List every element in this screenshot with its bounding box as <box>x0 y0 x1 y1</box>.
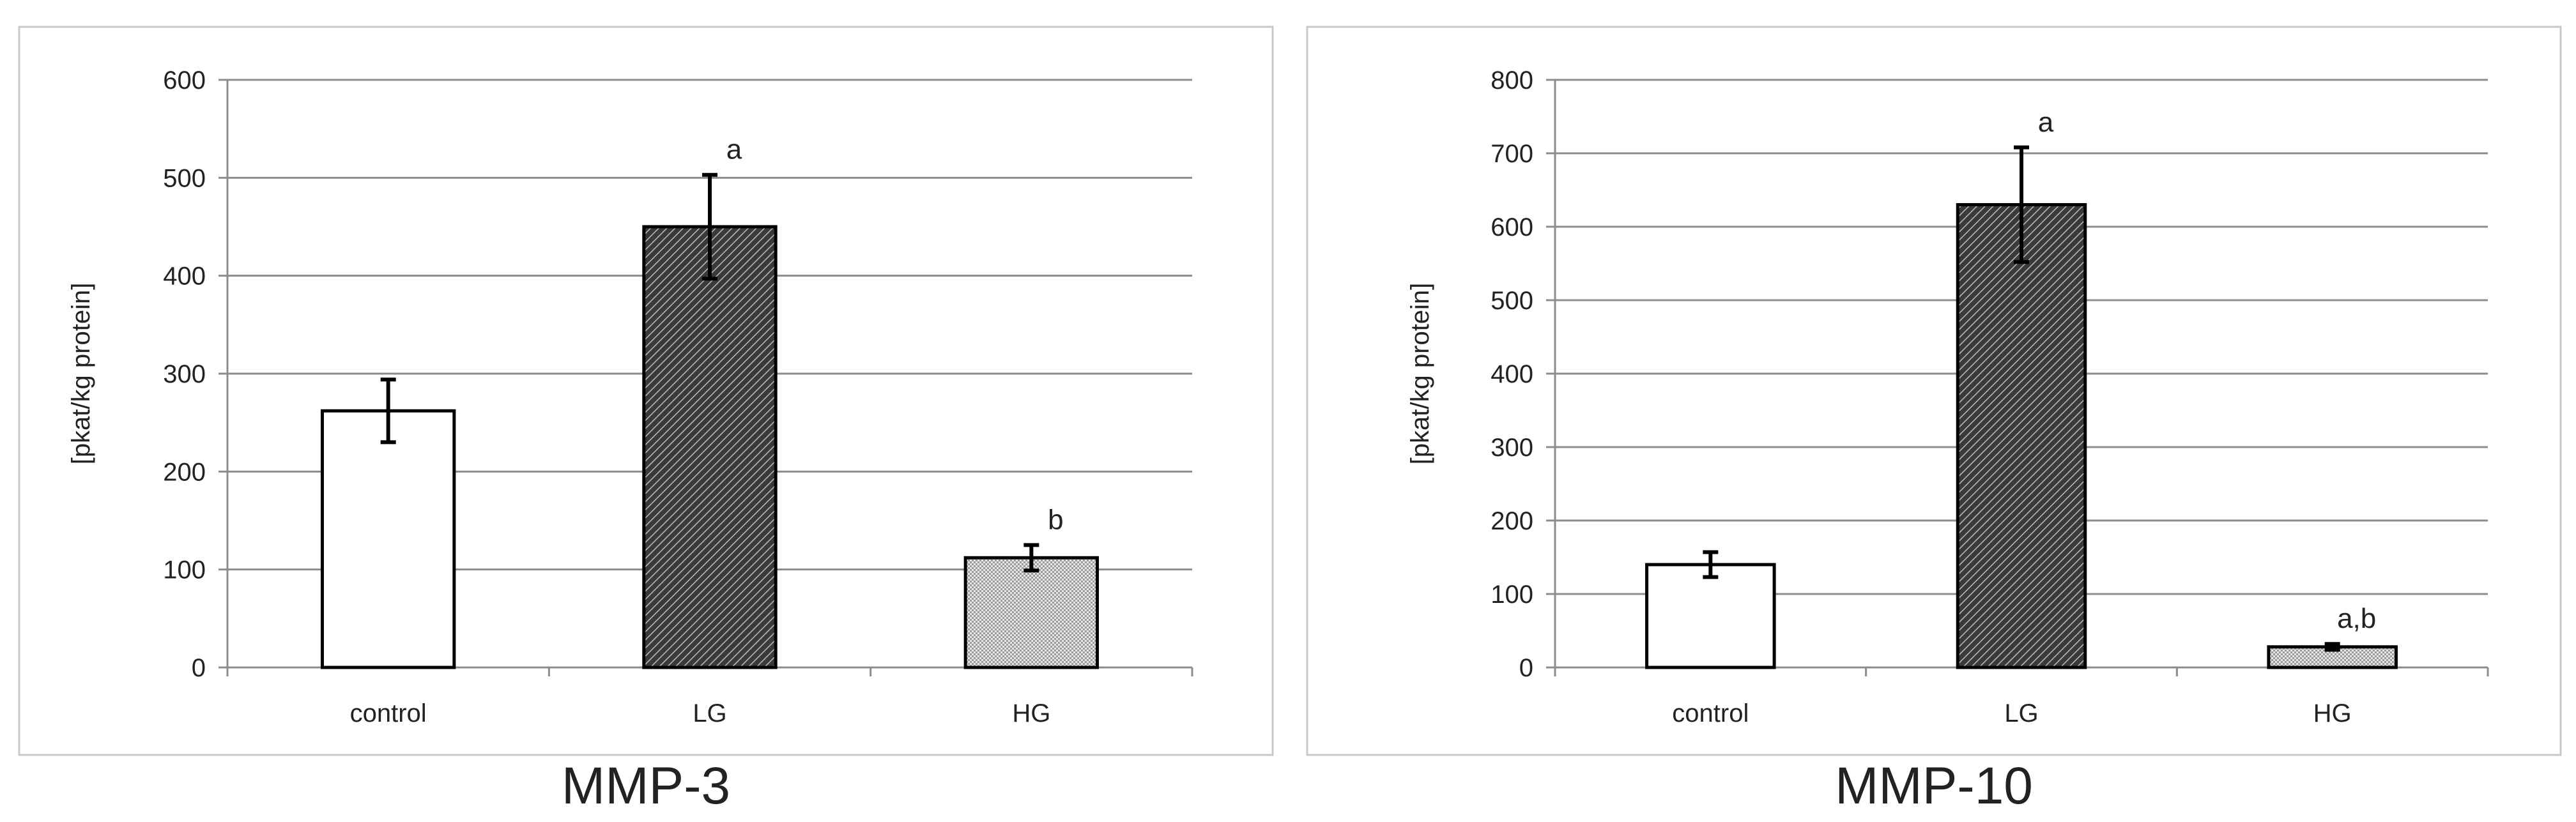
y-tick-label: 0 <box>192 654 206 682</box>
significance-label: a <box>726 134 742 165</box>
bar-HG <box>963 556 1100 669</box>
mmp3-panel: 0 100 200 300 400 500 600 [pkat/kg protein] cont… <box>0 0 1288 819</box>
mmp10-panel: 0 100 200 300 400 500 600 700 800 [pkat/kg protei… <box>1288 0 2576 819</box>
x-tick-label: HG <box>2313 699 2352 727</box>
bar-LG <box>1956 203 2087 669</box>
x-tick-label: control <box>1672 699 1749 727</box>
y-axis-label: [pkat/kg protein] <box>67 283 95 465</box>
significance-label: a,b <box>2337 603 2376 634</box>
y-axis-label: [pkat/kg protein] <box>1406 283 1434 465</box>
y-tick-label: 300 <box>1491 434 1533 462</box>
y-tick-label: 800 <box>1491 66 1533 95</box>
y-tick-label: 300 <box>163 360 206 388</box>
x-tick-label: LG <box>2004 699 2038 727</box>
y-tick-label: 700 <box>1491 140 1533 168</box>
mmp3-chart: 0 100 200 300 400 500 600 [pkat/kg protein] cont… <box>18 26 1274 815</box>
y-tick-label: 200 <box>1491 507 1533 535</box>
chart-title: MMP-10 <box>1835 757 2033 815</box>
x-tick-label: LG <box>693 699 726 727</box>
y-tick-label: 100 <box>1491 581 1533 609</box>
y-tick-label: 500 <box>163 164 206 192</box>
y-tick-label: 100 <box>163 556 206 584</box>
y-tick-label: 600 <box>1491 213 1533 241</box>
x-tick-label: control <box>350 699 427 727</box>
chart-title: MMP-3 <box>562 757 730 815</box>
y-tick-label: 0 <box>1519 654 1533 682</box>
y-tick-label: 200 <box>163 458 206 486</box>
chart-frame <box>1306 26 2562 756</box>
mmp10-chart: 0 100 200 300 400 500 600 700 800 [pkat/kg protei… <box>1306 26 2562 815</box>
bar-control <box>320 409 456 669</box>
y-tick-label: 400 <box>163 263 206 291</box>
bar-control <box>1645 563 1776 669</box>
y-tick-label: 500 <box>1491 287 1533 315</box>
significance-label: a <box>2038 107 2054 138</box>
x-tick-label: HG <box>1012 699 1050 727</box>
significance-label: b <box>1048 504 1063 535</box>
y-tick-label: 600 <box>163 66 206 95</box>
bar-LG <box>642 225 778 669</box>
y-tick-label: 400 <box>1491 360 1533 388</box>
